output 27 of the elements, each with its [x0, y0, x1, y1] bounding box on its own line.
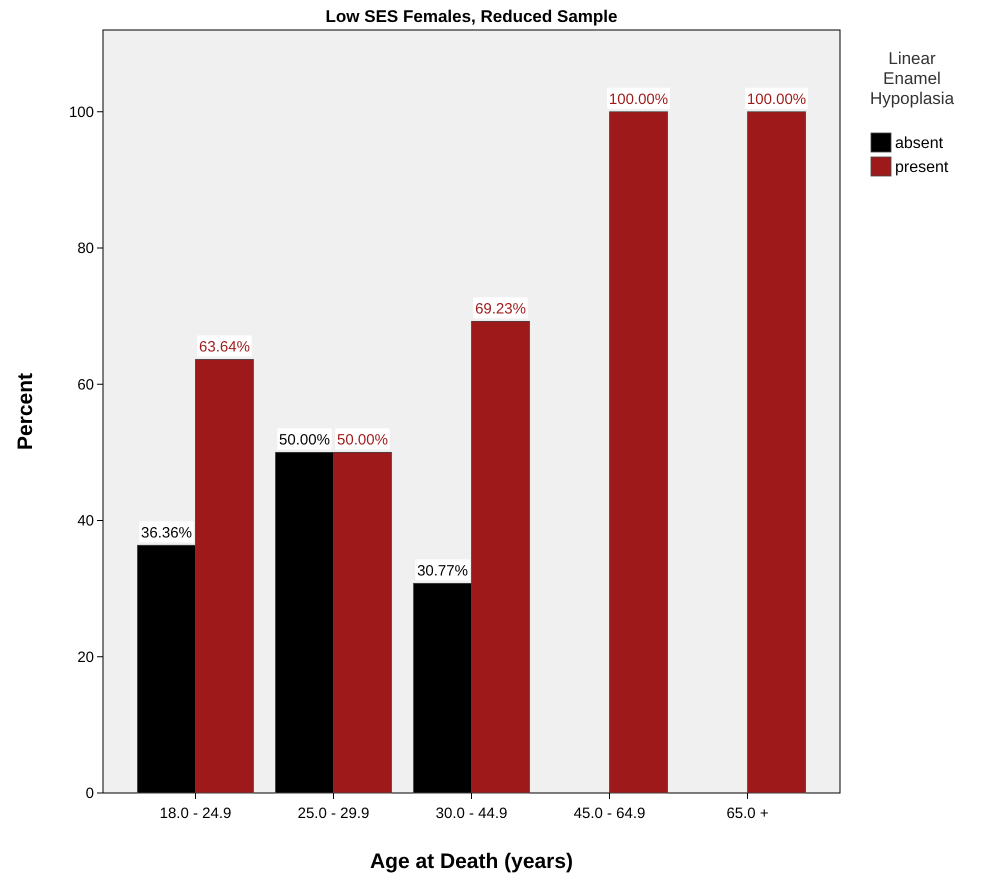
data-label: 100.00%: [608, 90, 668, 108]
legend-label: absent: [895, 135, 944, 152]
data-label: 50.00%: [337, 431, 388, 448]
x-axis-title: Age at Death (years): [370, 850, 574, 873]
data-label: 100.00%: [746, 90, 806, 108]
data-label: 63.64%: [199, 338, 250, 356]
x-tick-label: 25.0 - 29.9: [298, 805, 370, 822]
bar: [609, 111, 668, 794]
x-tick-label: 45.0 - 64.9: [574, 805, 646, 822]
y-tick-label: 80: [77, 240, 94, 257]
legend-label: present: [895, 159, 949, 176]
x-tick-label: 30.0 - 44.9: [436, 805, 508, 822]
chart-title: Low SES Females, Reduced Sample: [326, 7, 618, 26]
x-tick-label: 65.0 +: [726, 805, 769, 822]
y-axis-title: Percent: [14, 372, 37, 450]
x-tick-label: 18.0 - 24.9: [160, 805, 232, 822]
y-tick-label: 40: [77, 512, 94, 530]
data-label: 50.00%: [279, 431, 330, 448]
data-label: 30.77%: [417, 562, 468, 580]
bar: [747, 111, 806, 794]
data-label: 69.23%: [475, 300, 526, 318]
legend-title: Linear Enamel Hypoplasia: [870, 49, 955, 108]
y-tick-label: 0: [86, 785, 94, 802]
data-label: 36.36%: [141, 524, 192, 542]
y-tick-label: 20: [77, 648, 94, 666]
y-tick-label: 100: [68, 104, 94, 121]
y-tick-label: 60: [77, 376, 94, 394]
